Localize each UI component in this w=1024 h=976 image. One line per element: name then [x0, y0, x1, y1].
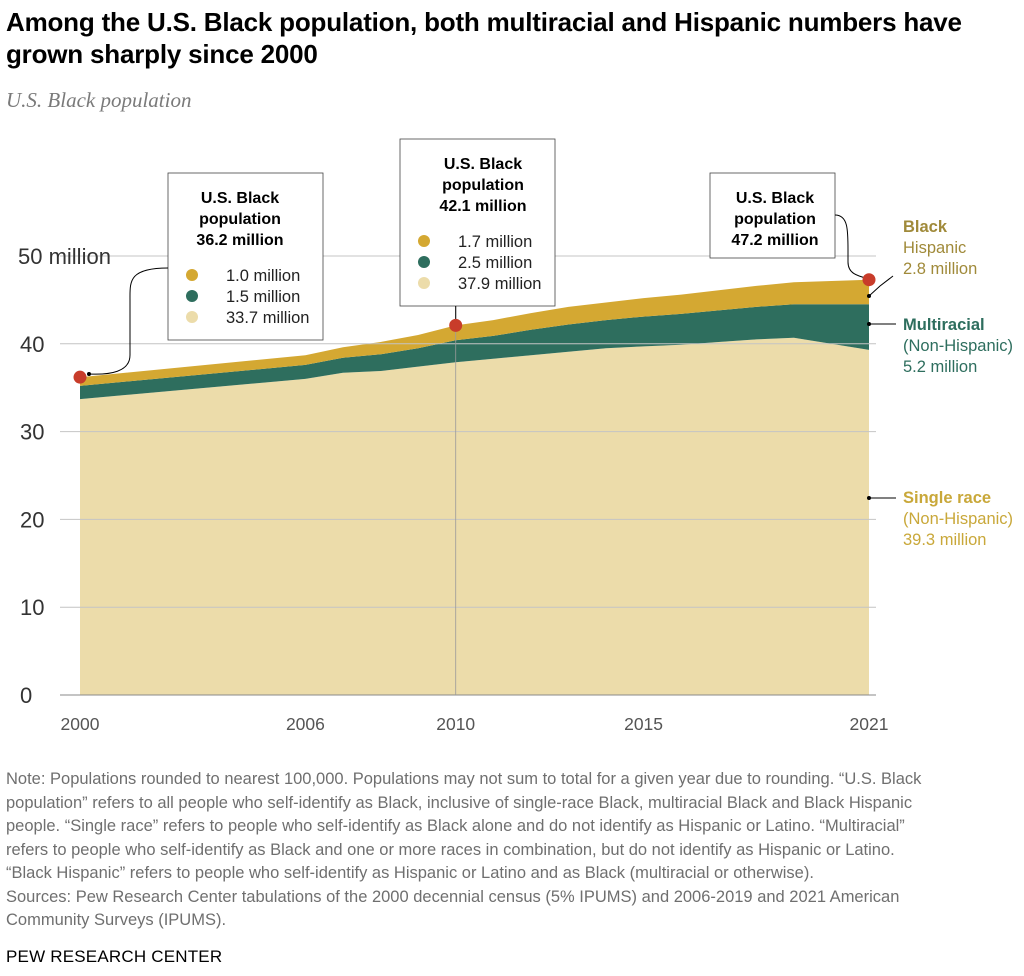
- total-marker-2010: [449, 318, 463, 332]
- callout-header-line: 36.2 million: [196, 232, 283, 249]
- sources-line: Sources: Pew Research Center tabulations…: [6, 887, 900, 906]
- sources-line: Community Surveys (IPUMS).: [6, 911, 227, 929]
- callout-header-line: U.S. Black: [736, 190, 814, 207]
- callout-header-line: population: [199, 211, 281, 228]
- callout-value: 1.7 million: [458, 233, 532, 251]
- end-label-leader: [868, 275, 894, 297]
- callout-value: 1.0 million: [226, 267, 300, 285]
- note-line: people. “Single race” refers to people w…: [6, 817, 905, 835]
- end-label-dot: [867, 322, 871, 326]
- legend-dot-multiracial: [186, 290, 198, 302]
- callout-header-line: U.S. Black: [444, 156, 522, 173]
- y-tick-label: 0: [20, 683, 32, 708]
- total-marker-2021: [862, 273, 876, 287]
- multiracial-area: [80, 304, 869, 400]
- end-label-multiracial: (Non-Hispanic): [903, 337, 1013, 355]
- callout-box-2010: U.S. Black population 42.1 million 1.7 mill…: [399, 138, 556, 307]
- x-tick-label: 2021: [850, 714, 889, 734]
- note-line: refers to people who self-identify as Bl…: [6, 840, 895, 859]
- black-hispanic-area: [80, 279, 869, 386]
- note-line: Note: Populations rounded to nearest 100…: [6, 770, 922, 788]
- total-marker-2000: [73, 370, 87, 384]
- chart-title: Among the U.S. Black population, both mu…: [6, 7, 962, 69]
- end-label-black-hispanic: Black: [903, 218, 948, 236]
- single-race-area: [80, 337, 869, 695]
- callout-header-line: population: [734, 211, 816, 228]
- callout-connector-2000: [88, 267, 169, 375]
- callout-box-2021: U.S. Black population 47.2 million: [709, 172, 836, 259]
- source-credit: PEW RESEARCH CENTER: [6, 947, 223, 966]
- legend-dot-single-race: [186, 311, 198, 323]
- callout-header-line: 42.1 million: [439, 198, 526, 215]
- legend-dot-multiracial: [418, 256, 430, 268]
- y-tick-label: 10: [20, 595, 44, 620]
- end-label-dot: [867, 496, 871, 500]
- end-label-multiracial: Multiracial: [903, 316, 985, 334]
- note-line: population” refers to all people who sel…: [6, 793, 913, 812]
- callout-value: 37.9 million: [458, 275, 541, 293]
- x-tick-label: 2010: [436, 714, 475, 734]
- callout-value: 33.7 million: [226, 309, 309, 327]
- note-line: “Black Hispanic” refers to people who se…: [6, 864, 814, 882]
- end-label-multiracial: 5.2 million: [903, 358, 977, 376]
- callout-header-line: population: [442, 177, 524, 194]
- stacked-area-chart: 0 10 20 30 40 50 million 2000 2006 2010 2015 2021 U…: [18, 138, 1013, 734]
- legend-dot-black-hispanic: [418, 235, 430, 247]
- legend-dot-single-race: [418, 277, 430, 289]
- callout-header-line: 47.2 million: [731, 232, 818, 249]
- callout-box-2000: U.S. Black population 36.2 million 1.0 mill…: [167, 172, 324, 341]
- end-label-black-hispanic: 2.8 million: [903, 260, 977, 278]
- callout-value: 2.5 million: [458, 254, 532, 272]
- callout-connector-2021: [834, 214, 870, 280]
- legend-dot-black-hispanic: [186, 269, 198, 281]
- end-label-single-race: Single race: [903, 489, 991, 507]
- end-label-dot: [867, 294, 871, 298]
- end-label-black-hispanic: Hispanic: [903, 239, 966, 257]
- y-tick-label: 40: [20, 332, 44, 357]
- chart-subtitle: U.S. Black population: [6, 88, 192, 112]
- y-tick-label: 30: [20, 420, 44, 445]
- y-tick-label: 20: [20, 507, 44, 532]
- callout-frame: [709, 172, 836, 259]
- end-label-single-race: (Non-Hispanic): [903, 510, 1013, 528]
- callout-header-line: U.S. Black: [201, 190, 279, 207]
- chart-note: Note: Populations rounded to nearest 100…: [6, 768, 1021, 933]
- connector-dot: [87, 372, 91, 376]
- y-tick-label: 50 million: [18, 244, 111, 269]
- callout-value: 1.5 million: [226, 288, 300, 306]
- end-label-single-race: 39.3 million: [903, 531, 986, 549]
- x-tick-label: 2006: [286, 714, 325, 734]
- x-tick-label: 2015: [624, 714, 663, 734]
- x-tick-label: 2000: [61, 714, 100, 734]
